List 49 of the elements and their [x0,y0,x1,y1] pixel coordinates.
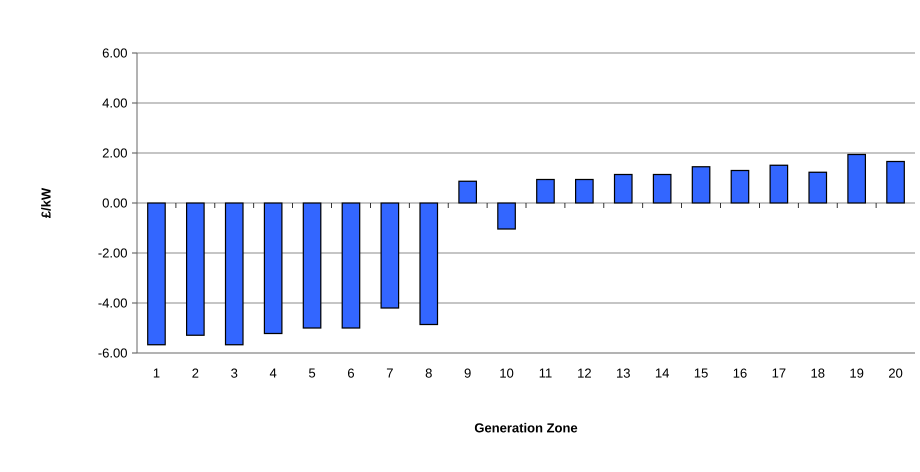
x-tick-label: 20 [888,368,902,378]
bar [224,202,244,346]
bar [614,174,633,204]
bar [847,154,866,204]
y-tick-label: -2.00 [98,248,127,258]
x-tick-label: 9 [464,368,471,378]
bar [419,202,438,326]
bar [730,170,750,204]
bar [692,166,710,204]
bar [302,202,322,329]
bar [342,202,360,329]
x-tick-label: 16 [734,368,747,378]
x-tick-label: 4 [270,368,276,378]
bar [808,172,828,204]
x-tick-label: 13 [617,368,630,378]
x-tick-label: 10 [500,368,514,378]
y-tick-label: 0.00 [102,198,127,208]
x-tick-label: 1 [154,368,160,378]
x-tick-label: 18 [812,368,824,378]
x-tick-label: 12 [578,368,591,378]
bar [536,178,555,204]
x-tick-label: 6 [348,368,354,378]
bar [147,202,166,346]
bar [264,202,283,334]
x-tick-label: 14 [656,368,670,378]
x-axis-title: Generation Zone [474,422,578,432]
bar [497,202,516,230]
x-tick-label: 2 [192,368,198,378]
x-tick-label: 19 [850,368,864,378]
bar [770,164,788,204]
x-tick-label: 5 [308,368,316,378]
bar [886,160,905,204]
x-tick-label: 17 [772,368,786,378]
x-tick-label: 3 [231,368,238,378]
y-tick-label: 6.00 [102,48,127,58]
x-tick-label: 8 [426,368,432,378]
bar [652,174,672,204]
x-tick-label: 7 [386,368,393,378]
bar [575,178,594,204]
bar [186,202,205,336]
x-tick-label: 15 [694,368,708,378]
y-tick-label: 4.00 [102,98,127,108]
bar [458,180,478,204]
y-tick-label: -6.00 [98,348,127,358]
x-tick-label: 11 [540,368,552,378]
y-axis-title: £/kW [41,188,51,218]
bar [380,202,400,309]
y-tick-label: 2.00 [102,148,127,158]
y-tick-label: -4.00 [98,298,127,308]
